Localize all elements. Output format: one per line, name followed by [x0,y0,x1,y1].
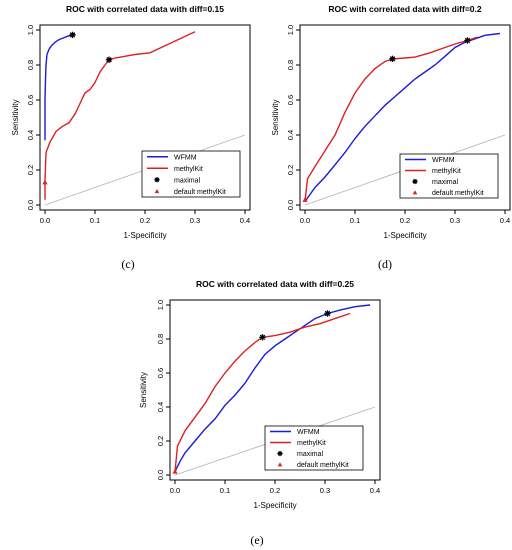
caption-c: (c) [121,257,134,271]
x-tick-label: 0.4 [370,486,380,495]
maximal-point-core [390,57,395,61]
chart-title: ROC with correlated data with diff=0.15 [66,4,224,14]
legend: WFMM methylKit maximal default methylKit [399,153,499,199]
x-tick-label: 0.3 [190,216,200,225]
x-tick-label: 0.1 [220,486,230,495]
maximal-point-wfmm [324,310,331,317]
x-tick-label: 0.4 [500,216,510,225]
series-line-methylkit [44,31,196,200]
maximal-point-methylkit [389,55,396,63]
default-methylkit-point [302,197,308,202]
roc-panel-3: ROC with correlated data with diff=0.25 0… [139,279,381,510]
y-tick-label: 0.0 [286,200,295,210]
legend: WFMM methylKit maximal default methylKit [141,150,241,198]
x-tick-label: 0.2 [270,486,280,495]
series-line-methylkit [304,36,478,202]
y-axis-label: Sensitivity [11,99,20,135]
legend-label: WFMM [297,429,320,436]
y-tick-label: 1.0 [156,300,165,310]
maximal-point-core [260,335,265,340]
maximal-point-core [465,38,470,43]
legend-label: default methylKit [432,190,484,197]
y-axis-label: Sensitivity [139,372,148,408]
y-tick-label: 0.2 [286,165,295,175]
maximal-point-methylkit [259,334,266,341]
x-tick-label: 0.0 [300,216,310,225]
series-line-wfmm [174,304,371,472]
legend-box [264,425,364,471]
x-axis-label: 1-Specificity [123,231,166,240]
maximal-point-core [278,452,282,455]
legend-swatch-default [154,188,160,194]
y-tick-label: 1.0 [26,25,35,35]
roc-panel-2: ROC with correlated data with diff=0.2 0.… [271,4,511,240]
legend-box [141,150,241,198]
y-tick-label: 1.0 [286,25,295,35]
series-line-wfmm [304,32,501,202]
legend-label: maximal [297,451,324,458]
chart-title: ROC with correlated data with diff=0.25 [196,279,354,289]
legend-label: methylKit [174,166,203,173]
maximal-point-core [325,311,330,316]
maximal-point-wfmm [464,37,471,44]
legend-label: WFMM [432,157,455,164]
y-axis-label: Sensitivity [271,99,280,135]
x-tick-label: 0.0 [170,486,180,495]
y-tick-label: 0.2 [26,165,35,175]
legend: WFMM methylKit maximal default methylKit [264,425,364,471]
y-tick-label: 0.8 [156,334,165,344]
x-tick-label: 0.2 [140,216,150,225]
maximal-point-methylkit [105,56,113,63]
y-tick-label: 0.4 [26,130,35,140]
x-tick-label: 0.1 [90,216,100,225]
maximal-point-wfmm [69,31,76,39]
caption-d: (d) [378,257,392,271]
y-tick-label: 0.4 [156,402,165,412]
x-tick-label: 0.3 [450,216,460,225]
x-tick-label: 0.0 [40,216,50,225]
y-tick-label: 0.4 [286,130,295,140]
legend-label: maximal [174,177,201,184]
roc-panel-1: ROC with correlated data with diff=0.15 0… [11,4,251,240]
legend-label: default methylKit [297,462,349,469]
x-axis-label: 1-Specificity [383,231,426,240]
y-tick-label: 0.0 [156,470,165,480]
x-axis-label: 1-Specificity [253,501,296,510]
default-methylkit-point [42,179,48,185]
x-tick-label: 0.1 [350,216,360,225]
legend-label: maximal [432,179,459,186]
y-tick-label: 0.6 [156,368,165,378]
legend-label: WFMM [174,154,197,161]
maximal-point-core [107,57,111,62]
caption-e: (e) [250,533,263,547]
x-tick-label: 0.3 [320,486,330,495]
default-methylkit-point [172,469,178,474]
maximal-point-core [155,178,159,182]
y-tick-label: 0.8 [286,60,295,70]
legend-label: methylKit [432,168,461,175]
legend-swatch-maximal [412,178,418,185]
maximal-point-core [413,180,417,183]
chart-title: ROC with correlated data with diff=0.2 [328,4,482,14]
y-tick-label: 0.2 [156,436,165,446]
y-tick-label: 0.8 [26,60,35,70]
legend-swatch-default [277,462,283,467]
y-tick-label: 0.6 [286,95,295,105]
legend-swatch-maximal [154,177,160,183]
y-tick-label: 0.6 [26,95,35,105]
x-tick-label: 0.2 [400,216,410,225]
y-tick-label: 0.0 [26,200,35,210]
series-line-wfmm [44,33,76,141]
legend-label: methylKit [297,440,326,447]
legend-swatch-maximal [277,450,283,457]
legend-swatch-default [412,190,418,195]
legend-label: default methylKit [174,189,226,196]
legend-box [399,153,499,199]
series-line-methylkit [174,312,351,472]
maximal-point-core [70,33,75,37]
x-tick-label: 0.4 [240,216,250,225]
